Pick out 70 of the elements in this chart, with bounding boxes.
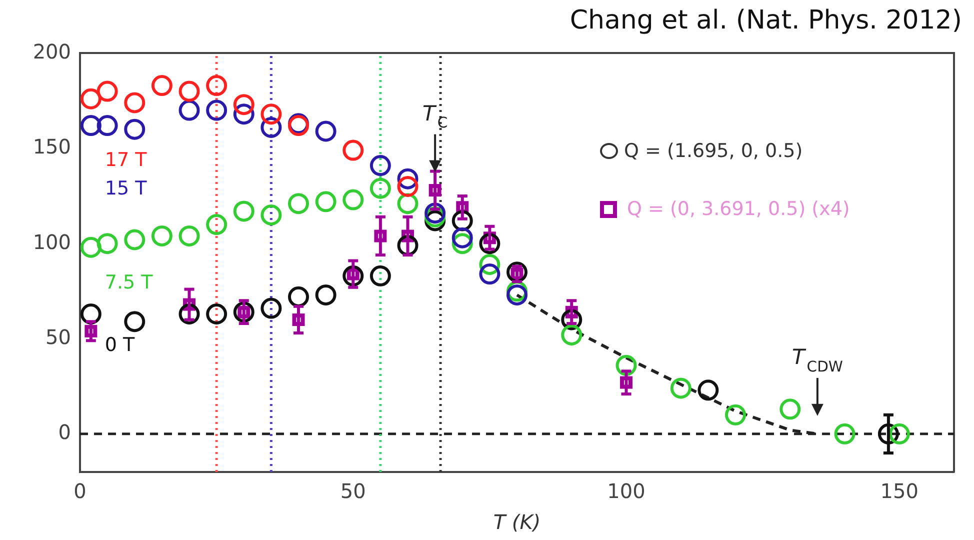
point (151, 225, 172, 246)
text: 15 T (104, 177, 148, 200)
point (260, 298, 282, 319)
point (374, 230, 387, 242)
point (315, 120, 336, 142)
point (96, 115, 118, 136)
point (780, 398, 801, 420)
series-label: 7.5 T (104, 271, 154, 294)
point (315, 191, 336, 212)
point (124, 311, 146, 332)
point (620, 376, 632, 389)
point (479, 264, 500, 285)
point (616, 354, 637, 376)
point (428, 184, 442, 197)
point (178, 225, 200, 246)
point (288, 193, 309, 214)
point (342, 189, 364, 210)
point (561, 324, 582, 346)
point (124, 118, 146, 140)
point (96, 233, 118, 254)
point (151, 75, 172, 96)
y-tick-label: 0 (58, 420, 71, 444)
point (260, 204, 282, 226)
point (424, 202, 446, 224)
x-tick-label: 150 (880, 479, 918, 504)
point (888, 423, 910, 444)
legend-label: Q = (0, 3.691, 0.5) (x4) (627, 198, 850, 220)
point (233, 200, 254, 222)
point (479, 233, 500, 254)
x-tick-label: 0 (74, 479, 86, 504)
x-axis-title: T (K) (493, 510, 541, 534)
point (834, 423, 856, 444)
point (80, 115, 102, 136)
y-tick-label: 150 (32, 134, 71, 159)
point (80, 236, 102, 258)
y-tick-label: 200 (32, 39, 71, 64)
series-label: 0 T (104, 334, 136, 356)
point (124, 229, 146, 250)
text: 17 T (104, 148, 148, 171)
point (206, 304, 228, 324)
point (206, 100, 228, 121)
annotation: Q = (1.695, 0, 0.5) (624, 140, 803, 162)
point (452, 227, 473, 248)
point (233, 94, 254, 116)
point (725, 404, 746, 426)
point (506, 284, 528, 306)
point (178, 100, 200, 121)
point (342, 140, 364, 161)
point (370, 155, 391, 176)
point (315, 284, 336, 306)
point (292, 313, 305, 326)
y-tick-label: 50 (46, 324, 71, 349)
point (206, 75, 228, 96)
point (84, 324, 98, 338)
point (206, 214, 228, 236)
y-tick-label: 100 (32, 230, 71, 254)
point (96, 80, 118, 102)
point (370, 265, 391, 286)
point (370, 178, 391, 199)
point (397, 176, 418, 197)
point (178, 304, 200, 324)
point (670, 378, 692, 399)
x-tick-label: 100 (607, 479, 646, 504)
point (698, 380, 719, 401)
x-tick-label: 50 (340, 479, 366, 504)
point (80, 88, 102, 110)
point (178, 80, 200, 102)
chart-title: Chang et al. (Nat. Phys. 2012) (570, 5, 962, 36)
point (124, 92, 146, 114)
point (260, 104, 282, 125)
